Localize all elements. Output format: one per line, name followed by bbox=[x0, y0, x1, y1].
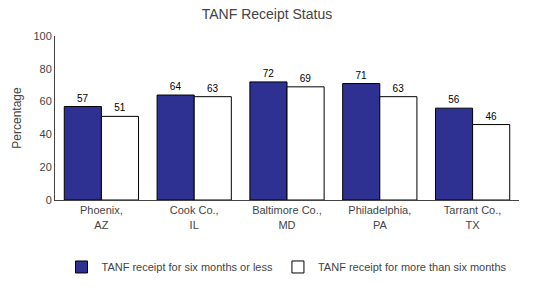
svg-text:Percentage: Percentage bbox=[10, 87, 24, 149]
svg-text:20: 20 bbox=[40, 161, 52, 173]
svg-text:Philadelphia,PA: Philadelphia,PA bbox=[348, 204, 411, 230]
svg-text:51: 51 bbox=[114, 102, 126, 113]
svg-text:100: 100 bbox=[33, 30, 51, 42]
svg-text:Baltimore Co.,MD: Baltimore Co.,MD bbox=[252, 204, 322, 230]
svg-text:Cook Co.,IL: Cook Co.,IL bbox=[170, 204, 219, 230]
svg-text:0: 0 bbox=[46, 194, 52, 206]
svg-text:80: 80 bbox=[40, 63, 52, 75]
svg-text:56: 56 bbox=[448, 94, 460, 105]
svg-text:63: 63 bbox=[393, 83, 405, 94]
svg-text:64: 64 bbox=[170, 81, 182, 92]
svg-text:46: 46 bbox=[485, 111, 497, 122]
svg-text:57: 57 bbox=[77, 93, 89, 104]
svg-text:72: 72 bbox=[263, 68, 275, 79]
svg-text:40: 40 bbox=[40, 128, 52, 140]
svg-text:69: 69 bbox=[300, 73, 312, 84]
svg-text:60: 60 bbox=[40, 95, 52, 107]
svg-text:71: 71 bbox=[355, 70, 367, 81]
svg-text:Phoenix,AZ: Phoenix,AZ bbox=[80, 204, 123, 230]
svg-text:TANF receipt for more than six: TANF receipt for more than six months bbox=[318, 261, 507, 273]
svg-text:TANF Receipt Status: TANF Receipt Status bbox=[202, 6, 332, 22]
svg-text:Tarrant Co.,TX: Tarrant Co.,TX bbox=[444, 204, 501, 230]
svg-text:63: 63 bbox=[207, 83, 219, 94]
svg-text:TANF receipt for six months or: TANF receipt for six months or less bbox=[102, 261, 273, 273]
